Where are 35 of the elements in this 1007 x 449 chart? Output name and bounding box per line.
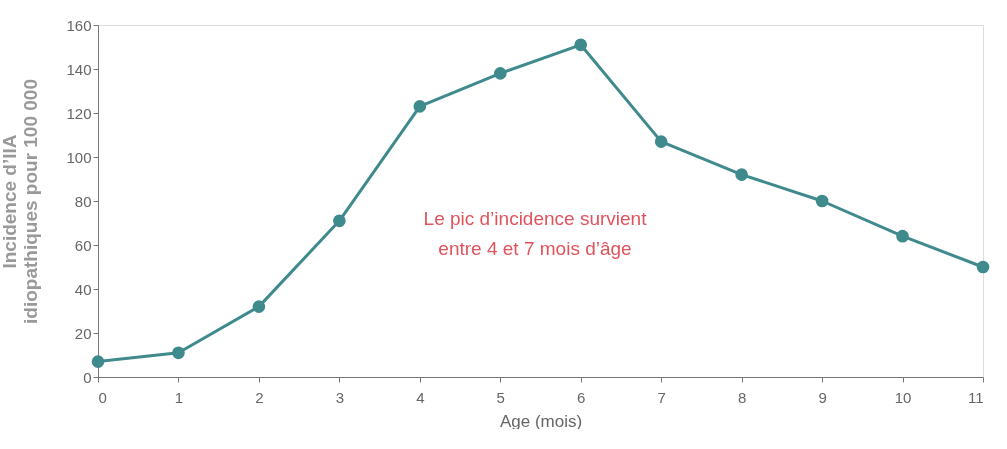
y-tick-label: 160: [66, 16, 92, 34]
point: [815, 194, 829, 208]
point: [654, 135, 668, 148]
x-tick-label: 3: [335, 388, 345, 406]
x-tick-label: 9: [818, 388, 827, 406]
point: [333, 214, 346, 228]
x-tick-label: 10: [894, 388, 912, 406]
point: [735, 168, 748, 181]
point: [976, 260, 990, 274]
y-tick-label: 140: [66, 60, 92, 78]
y-tick-label: 100: [66, 148, 92, 166]
y-tick-label: 120: [66, 104, 92, 122]
x-tick-label: 5: [496, 388, 505, 406]
point: [91, 355, 105, 368]
y-tick-label: 20: [74, 324, 92, 342]
point: [896, 229, 909, 243]
x-tick-label: 2: [255, 388, 264, 406]
x-tick-label: 0: [98, 388, 107, 406]
annotation: Le pic d’incidence survient entre 4 et 7 mois d’âge: [423, 208, 648, 259]
x-tick-label: 7: [657, 388, 666, 406]
x-tick-label: 1: [174, 388, 184, 406]
y-tick-label: 40: [74, 280, 92, 298]
point: [574, 38, 588, 52]
y-tick-label: 0: [83, 368, 92, 386]
y-axis-title: Incidence d’IIA idiopathiques pour 100 000: [0, 79, 42, 324]
x-tick-label: 8: [737, 388, 747, 406]
y-tick-label: 80: [74, 192, 92, 210]
x-tick-label: 4: [416, 388, 425, 406]
point: [493, 67, 507, 80]
x-tick-label: 6: [577, 388, 586, 406]
point: [413, 100, 427, 113]
x-tick-label: 11: [967, 388, 984, 406]
y-tick-label: 60: [74, 236, 92, 254]
point: [172, 346, 185, 360]
point: [252, 300, 266, 313]
